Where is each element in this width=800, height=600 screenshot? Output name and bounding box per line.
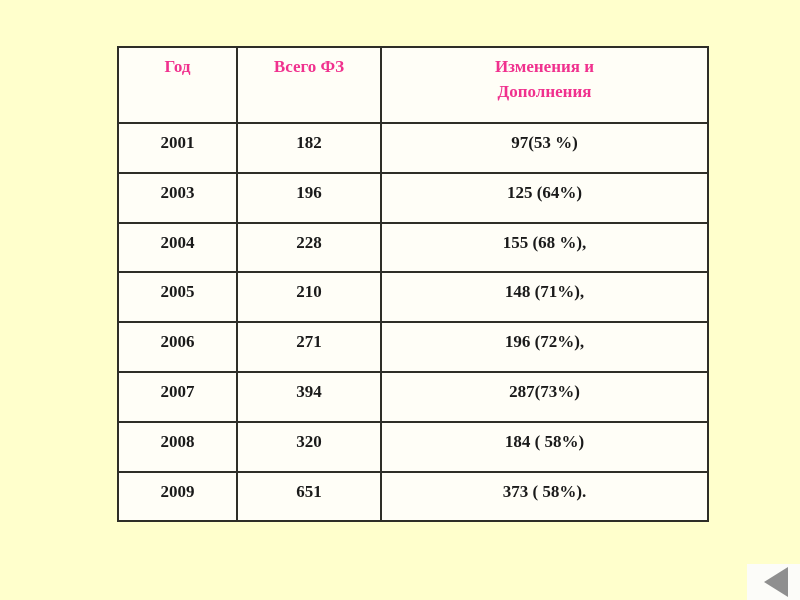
table-row: 2004 228 155 (68 %),: [117, 221, 709, 274]
cell-total-fz: 320: [236, 420, 382, 473]
cell-year: 2007: [117, 370, 238, 423]
cell-total-fz: 271: [236, 321, 382, 373]
cell-year: 2004: [117, 221, 238, 274]
cell-total-fz: 210: [236, 271, 382, 324]
cell-changes: 125 (64%): [380, 171, 709, 224]
laws-statistics-table: Год Всего ФЗ Изменения и Дополнения 2001…: [117, 46, 709, 523]
table-row: 2001 182 97(53 %): [117, 122, 709, 174]
cell-total-fz: 228: [236, 221, 382, 274]
table-row: 2003 196 125 (64%): [117, 171, 709, 224]
cell-total-fz: 651: [236, 470, 382, 523]
header-row: Год Всего ФЗ Изменения и Дополнения: [117, 46, 709, 124]
back-triangle-icon: [764, 567, 788, 597]
cell-year: 2001: [117, 122, 238, 174]
cell-year: 2006: [117, 321, 238, 373]
cell-total-fz: 182: [236, 122, 382, 174]
table-row: 2008 320 184 ( 58%): [117, 420, 709, 473]
table-row: 2005 210 148 (71%),: [117, 271, 709, 324]
cell-year: 2009: [117, 470, 238, 523]
table-row: 2009 651 373 ( 58%).: [117, 470, 709, 523]
cell-year: 2008: [117, 420, 238, 473]
cell-changes: 97(53 %): [380, 122, 709, 174]
cell-changes: 148 (71%),: [380, 271, 709, 324]
table-body: 2001 182 97(53 %) 2003 196 125 (64%) 200…: [117, 122, 709, 523]
cell-year: 2003: [117, 171, 238, 224]
cell-year: 2005: [117, 271, 238, 324]
header-cell-year: Год: [117, 46, 238, 124]
table-row: 2006 271 196 (72%),: [117, 321, 709, 373]
cell-total-fz: 196: [236, 171, 382, 224]
header-cell-changes: Изменения и Дополнения: [380, 46, 709, 124]
cell-changes: 155 (68 %),: [380, 221, 709, 274]
cell-changes: 196 (72%),: [380, 321, 709, 373]
table-header: Год Всего ФЗ Изменения и Дополнения: [117, 46, 709, 124]
cell-changes: 373 ( 58%).: [380, 470, 709, 523]
back-button[interactable]: [747, 564, 800, 600]
header-cell-total-fz: Всего ФЗ: [236, 46, 382, 124]
cell-changes: 184 ( 58%): [380, 420, 709, 473]
cell-changes: 287(73%): [380, 370, 709, 423]
cell-total-fz: 394: [236, 370, 382, 423]
table-row: 2007 394 287(73%): [117, 370, 709, 423]
